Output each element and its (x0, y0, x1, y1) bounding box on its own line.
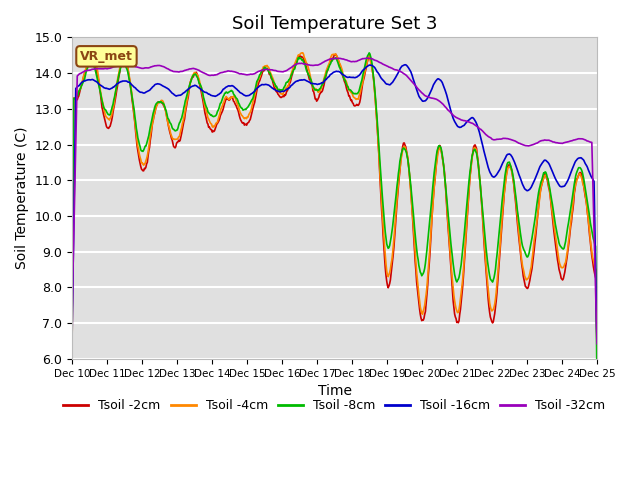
Legend: Tsoil -2cm, Tsoil -4cm, Tsoil -8cm, Tsoil -16cm, Tsoil -32cm: Tsoil -2cm, Tsoil -4cm, Tsoil -8cm, Tsoi… (58, 394, 611, 417)
Text: VR_met: VR_met (80, 50, 133, 63)
Y-axis label: Soil Temperature (C): Soil Temperature (C) (15, 127, 29, 269)
Title: Soil Temperature Set 3: Soil Temperature Set 3 (232, 15, 437, 33)
X-axis label: Time: Time (317, 384, 351, 398)
